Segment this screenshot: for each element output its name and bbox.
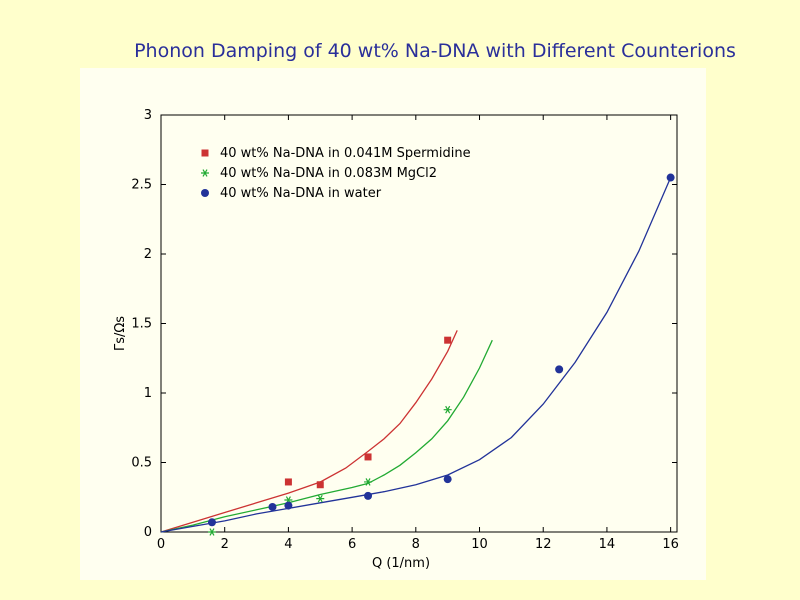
data-point-series-1 bbox=[316, 494, 325, 503]
y-axis-label: Γs/Ωs bbox=[113, 316, 128, 351]
legend-label-2: 40 wt% Na-DNA in water bbox=[220, 186, 382, 201]
data-point-series-2 bbox=[443, 475, 452, 484]
legend-marker-2 bbox=[201, 189, 209, 197]
legend-marker-0 bbox=[201, 149, 209, 157]
legend-marker-1 bbox=[201, 169, 209, 177]
x-tick-label: 14 bbox=[599, 537, 616, 552]
legend-label-0: 40 wt% Na-DNA in 0.041M Spermidine bbox=[220, 146, 471, 161]
y-tick-label: 2.5 bbox=[131, 178, 152, 193]
x-axis-label: Q (1/nm) bbox=[372, 556, 430, 571]
x-tick-label: 16 bbox=[662, 537, 679, 552]
y-tick-label: 0.5 bbox=[131, 456, 152, 471]
chart-panel: 0 2 4 6 8 10 12 14 16 0 0.5 1 1.5 2 2.5 3 Q (1/nm) Γs/Ωs … bbox=[80, 68, 706, 580]
x-tick-label: 2 bbox=[221, 537, 229, 552]
data-point-series-0 bbox=[364, 453, 372, 461]
x-tick-label: 12 bbox=[535, 537, 552, 552]
data-point-series-2 bbox=[364, 491, 373, 500]
x-tick-label: 10 bbox=[471, 537, 488, 552]
fit-line-series-0 bbox=[160, 330, 458, 533]
y-tick-label: 1.5 bbox=[131, 317, 152, 332]
x-tick-label: 4 bbox=[284, 537, 292, 552]
data-point-series-2 bbox=[207, 518, 216, 527]
data-point-series-0 bbox=[284, 478, 292, 486]
x-tick-label: 8 bbox=[412, 537, 420, 552]
x-tick-label: 0 bbox=[157, 537, 165, 552]
data-point-series-2 bbox=[666, 173, 675, 182]
y-tick-label: 0 bbox=[144, 525, 152, 540]
legend-label-1: 40 wt% Na-DNA in 0.083M MgCl2 bbox=[220, 166, 437, 181]
y-tick-label: 1 bbox=[144, 386, 152, 401]
data-point-series-1 bbox=[443, 405, 452, 414]
fit-line-series-1 bbox=[160, 339, 493, 533]
y-tick-label: 3 bbox=[144, 108, 152, 123]
x-tick-label: 6 bbox=[348, 537, 356, 552]
data-point-series-0 bbox=[316, 481, 324, 489]
data-point-series-2 bbox=[268, 502, 277, 511]
y-tick-label: 2 bbox=[144, 247, 152, 262]
data-point-series-2 bbox=[555, 365, 564, 374]
fit-line-series-2 bbox=[160, 177, 672, 533]
page-title: Phonon Damping of 40 wt% Na-DNA with Dif… bbox=[134, 40, 736, 62]
data-point-series-0 bbox=[444, 336, 452, 344]
data-point-series-2 bbox=[284, 501, 293, 510]
data-point-series-1 bbox=[207, 528, 216, 536]
data-point-series-1 bbox=[364, 478, 373, 486]
